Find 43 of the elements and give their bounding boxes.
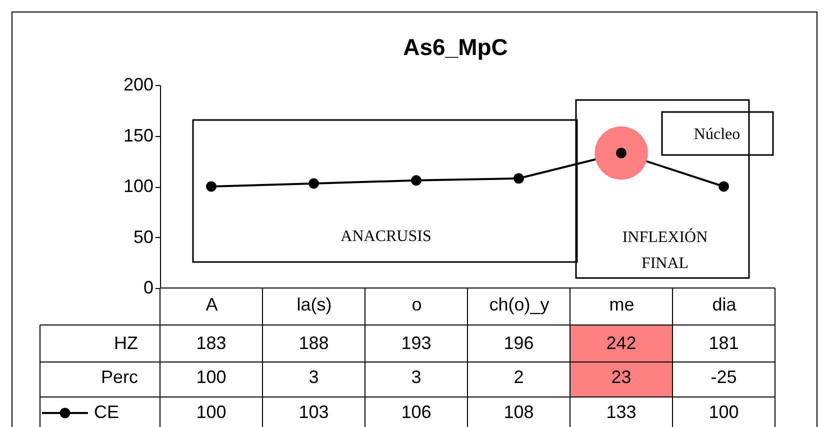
- annotation: Núcleo: [694, 126, 740, 143]
- text: 23: [611, 367, 632, 387]
- x-tick-label: la(s): [296, 294, 332, 314]
- data-label: 133: [606, 402, 636, 422]
- text: HZ: [114, 333, 138, 353]
- point: [308, 178, 319, 189]
- text: 196: [504, 333, 534, 353]
- text: 3: [308, 367, 319, 387]
- text: 100: [196, 367, 226, 387]
- data-label: 108: [504, 402, 534, 422]
- text: 242: [606, 333, 636, 353]
- text: 181: [708, 333, 739, 353]
- y-tick-label: 200: [123, 74, 154, 94]
- y-tick-label: 150: [123, 125, 154, 146]
- annotation: INFLEXIÓN FINAL: [622, 228, 708, 272]
- annotation: ANACRUSIS: [340, 228, 432, 245]
- x-tick-label: ch(o)_y: [489, 294, 550, 314]
- x-tick-label: o: [412, 294, 422, 314]
- point: [616, 148, 626, 158]
- x-tick-label: me: [609, 294, 634, 314]
- point: [206, 181, 216, 192]
- y-tick-label: 0: [143, 278, 154, 298]
- legend-label: CE: [94, 402, 120, 422]
- text: Perc: [100, 367, 138, 387]
- point: [514, 173, 524, 184]
- y-tick-label: 100: [123, 176, 154, 196]
- point: [594, 126, 648, 180]
- data-label: 100: [708, 402, 739, 422]
- data-label: 100: [196, 402, 226, 422]
- text: 183: [196, 333, 226, 353]
- text: -25: [710, 367, 737, 387]
- data-label: 106: [401, 402, 432, 422]
- point: [718, 181, 729, 192]
- text: 2: [514, 367, 524, 387]
- text: 3: [411, 367, 422, 387]
- data-label: 103: [298, 402, 329, 422]
- text: 188: [298, 333, 329, 353]
- x-tick-label: dia: [712, 294, 738, 314]
- chart-title: As6_MpC: [403, 34, 508, 60]
- point: [411, 175, 422, 186]
- x-tick-label: A: [206, 294, 218, 314]
- y-tick-label: 50: [133, 226, 154, 247]
- text: 193: [401, 333, 432, 353]
